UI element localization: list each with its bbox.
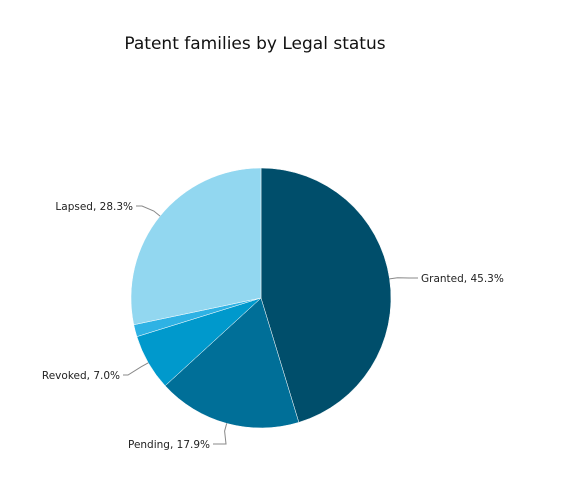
- leader-line-revoked: [123, 362, 149, 376]
- pie-slice-lapsed: [130, 167, 262, 326]
- leader-line-pending: [213, 423, 228, 445]
- leader-line-lapsed: [136, 205, 161, 217]
- pie-slice-pending: [164, 297, 300, 429]
- pie-labels: Granted, 45.3% Pending, 17.9% Revoked, 7.0…: [42, 201, 504, 451]
- data-label-lapsed: Lapsed, 28.3%: [55, 201, 133, 213]
- data-label-granted: Granted, 45.3%: [421, 273, 504, 285]
- leader-line-granted: [389, 277, 418, 280]
- pie-slice-granted: [260, 167, 392, 423]
- data-label-revoked: Revoked, 7.0%: [42, 370, 120, 382]
- data-label-pending: Pending, 17.9%: [128, 439, 210, 451]
- chart-title: Patent families by Legal status: [124, 34, 385, 54]
- pie-slices: [130, 167, 392, 429]
